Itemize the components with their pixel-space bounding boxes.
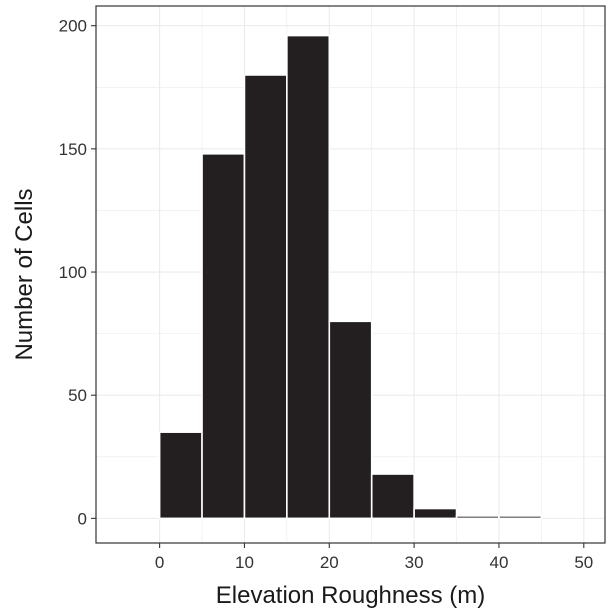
histogram-bar (370, 473, 415, 520)
y-tick-label: 150 (59, 140, 87, 159)
histogram-bar (498, 515, 543, 520)
histogram-bar (328, 320, 373, 520)
histogram-bar (201, 152, 246, 520)
y-tick-label: 0 (78, 509, 87, 528)
bars (158, 34, 543, 520)
y-tick-label: 200 (59, 17, 87, 36)
histogram-bar (158, 431, 203, 520)
histogram-bar (243, 74, 288, 520)
x-tick-label: 10 (235, 553, 254, 572)
y-tick-label: 50 (68, 386, 87, 405)
y-axis-title: Number of Cells (11, 188, 38, 360)
histogram-bar (455, 515, 500, 520)
x-tick-label: 50 (574, 553, 593, 572)
x-tick-label: 0 (155, 553, 164, 572)
x-axis-title: Elevation Roughness (m) (216, 582, 485, 609)
x-tick-label: 30 (405, 553, 424, 572)
y-axis: 0 50 100 150 200 (59, 17, 96, 528)
panel-border (95, 5, 606, 544)
x-tick-label: 40 (489, 553, 508, 572)
histogram-bar (413, 507, 458, 520)
y-tick-label: 100 (59, 263, 87, 282)
x-axis: 0 10 20 30 40 50 (155, 543, 593, 572)
x-tick-label: 20 (320, 553, 339, 572)
histogram-bar (286, 34, 331, 520)
